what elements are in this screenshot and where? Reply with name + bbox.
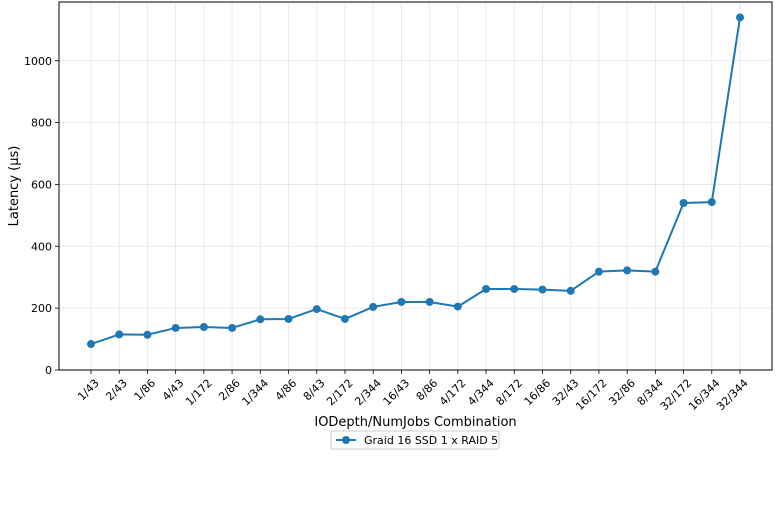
- data-point: [199, 323, 208, 332]
- legend-label: Graid 16 SSD 1 x RAID 5: [364, 434, 498, 447]
- y-tick-label: 800: [31, 117, 52, 130]
- data-point: [115, 330, 124, 339]
- data-point: [340, 314, 349, 323]
- x-tick-label: 2/43: [103, 377, 130, 404]
- x-tick-label: 32/344: [714, 377, 751, 414]
- data-point: [736, 13, 744, 22]
- x-tick-label: 2/172: [324, 377, 356, 409]
- data-point: [256, 315, 265, 324]
- legend-box: [330, 430, 500, 450]
- x-tick-label: 1/344: [239, 377, 271, 409]
- grid-lines: [59, 2, 772, 371]
- y-tick-label: 200: [31, 302, 52, 315]
- y-tick-label: 400: [31, 240, 52, 253]
- legend: Graid 16 SSD 1 x RAID 5: [330, 430, 500, 450]
- series-line: [90, 17, 741, 345]
- y-tick-label: 600: [31, 178, 52, 191]
- x-tick-label: 16/172: [573, 377, 610, 414]
- data-point: [397, 297, 406, 306]
- y-axis-label: Latency (µs): [7, 146, 22, 227]
- x-tick-label: 16/43: [381, 377, 413, 409]
- plot-frame: [58, 1, 773, 371]
- data-point: [707, 198, 716, 207]
- x-tick-label: 4/344: [465, 377, 497, 409]
- x-tick-label: 1/172: [183, 377, 215, 409]
- x-tick-label: 4/86: [273, 377, 300, 404]
- data-point: [510, 284, 519, 293]
- legend-marker: [342, 436, 350, 444]
- series-layer: [87, 13, 744, 349]
- data-point: [482, 284, 491, 293]
- x-axis-ticks: 1/43 2/43 1/86 4/431/172 2/861/344 4/86 8/432/…: [75, 370, 751, 413]
- data-point: [594, 267, 603, 276]
- data-point: [171, 323, 180, 332]
- data-point: [369, 302, 378, 311]
- x-tick-label: 1/43: [75, 377, 102, 404]
- data-point: [143, 330, 152, 339]
- x-axis-label: IODepth/NumJobs Combination: [314, 415, 516, 430]
- x-tick-label: 32/86: [606, 377, 638, 409]
- data-point: [284, 314, 293, 323]
- x-tick-label: 4/172: [437, 377, 469, 409]
- x-tick-label: 8/172: [493, 377, 525, 409]
- data-point: [651, 267, 660, 276]
- x-tick-label: 16/86: [522, 377, 554, 409]
- x-tick-label: 1/86: [132, 377, 159, 404]
- data-point: [566, 286, 575, 295]
- data-point: [538, 285, 547, 294]
- y-tick-label: 0: [45, 364, 52, 377]
- data-point: [453, 302, 462, 311]
- data-point: [679, 199, 688, 208]
- data-point: [425, 297, 434, 306]
- data-point: [623, 266, 632, 275]
- y-tick-label: 1000: [24, 55, 52, 68]
- data-point: [87, 340, 95, 349]
- x-tick-label: 2/344: [352, 377, 384, 409]
- data-point: [312, 305, 321, 314]
- data-point: [228, 323, 237, 332]
- y-axis-ticks: 0 200 400 600 800 1000: [24, 55, 59, 377]
